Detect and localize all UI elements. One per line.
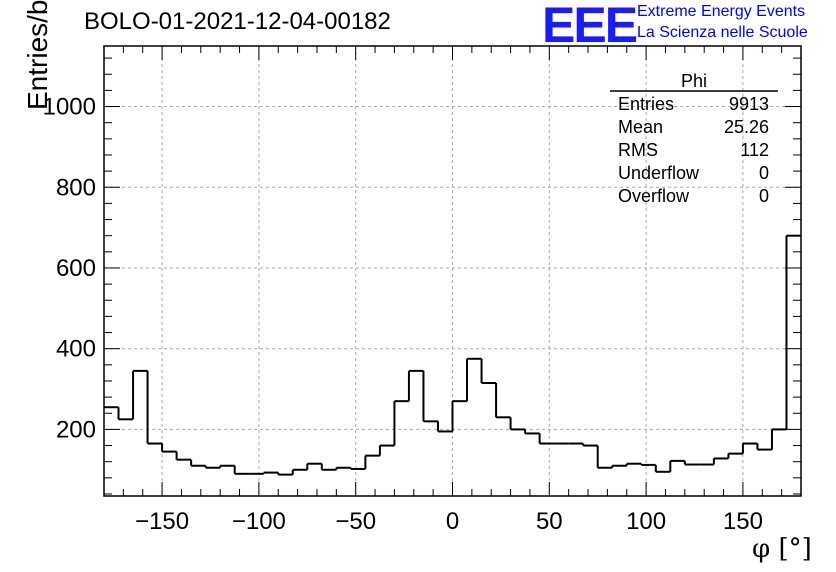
axis-ticks bbox=[103, 46, 802, 496]
logo-line-1: Extreme Energy Events bbox=[637, 3, 806, 20]
x-tick-label: 50 bbox=[536, 508, 563, 535]
x-tick-label: −150 bbox=[135, 508, 189, 535]
stats-row-label: Overflow bbox=[618, 186, 690, 206]
stats-row-value: 0 bbox=[759, 163, 769, 183]
x-tick-label: 100 bbox=[626, 508, 666, 535]
logo-line-2: La Scienza nelle Scuole bbox=[637, 24, 808, 41]
y-tick-label: 800 bbox=[56, 174, 96, 201]
stats-row-label: Entries bbox=[618, 94, 674, 114]
y-tick-label: 600 bbox=[56, 255, 96, 282]
stats-row-label: RMS bbox=[618, 140, 658, 160]
x-axis-label: φ [°] bbox=[752, 534, 812, 564]
y-tick-label: 400 bbox=[56, 336, 96, 363]
histogram bbox=[104, 234, 801, 476]
x-tick-label: 0 bbox=[446, 508, 459, 535]
x-tick-label: −50 bbox=[335, 508, 376, 535]
y-axis-label: Entries/bin bbox=[22, 0, 53, 110]
tick-labels: −150 −100 −50 0 50 100 150 200 400 600 800 1000 bbox=[43, 94, 763, 535]
stats-row-value: 112 bbox=[740, 140, 769, 160]
eee-logo: EEE bbox=[542, 0, 638, 53]
stats-row-value: 25.26 bbox=[724, 117, 769, 137]
y-tick-label: 200 bbox=[56, 416, 96, 443]
x-tick-label: −100 bbox=[232, 508, 286, 535]
stats-box-title: Phi bbox=[681, 71, 707, 91]
stats-row-value: 9913 bbox=[729, 94, 769, 114]
stats-box: Phi Entries 9913 Mean 25.26 RMS 112 Underflow 0 O… bbox=[610, 71, 778, 206]
stats-row-label: Underflow bbox=[618, 163, 700, 183]
x-tick-label: 150 bbox=[723, 508, 763, 535]
chart-title: BOLO-01-2021-12-04-00182 bbox=[84, 8, 391, 35]
grid-lines bbox=[104, 46, 801, 496]
y-tick-label: 1000 bbox=[43, 94, 96, 121]
stats-row-value: 0 bbox=[759, 186, 769, 206]
stats-row-label: Mean bbox=[618, 117, 663, 137]
